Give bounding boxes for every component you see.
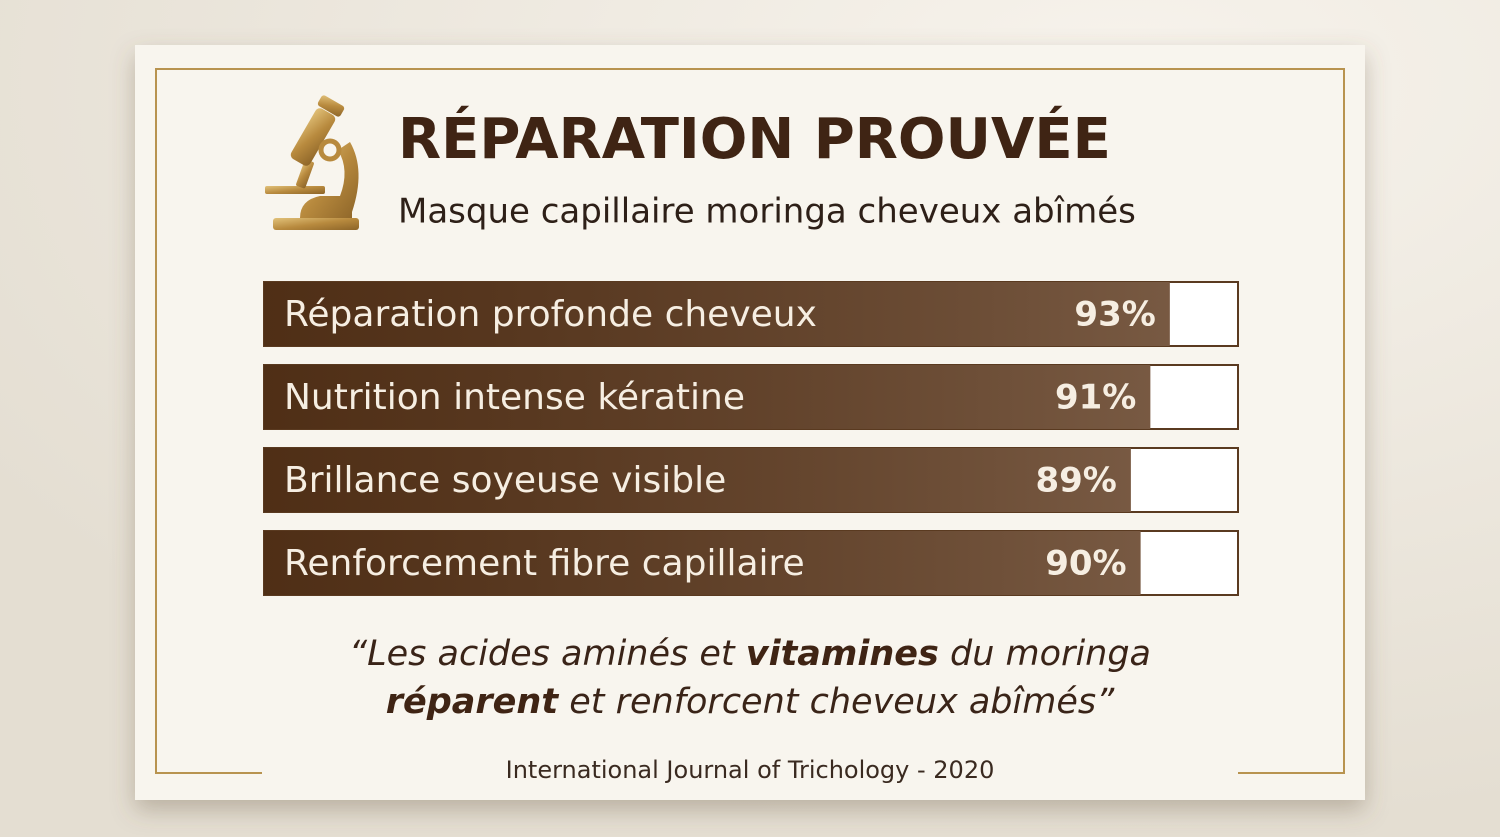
value-label: 90%: [1045, 544, 1126, 584]
bar-label: Renforcement fibre capillaire: [284, 543, 805, 584]
bar-sheen: [264, 448, 1131, 512]
bar-sheen: [264, 282, 1170, 346]
bar-label: Réparation profonde cheveux: [284, 294, 817, 335]
value-label: 93%: [1074, 295, 1155, 335]
quote-part: réparent: [386, 682, 560, 722]
quote: “Les acides aminés et vitamines du morin…: [349, 634, 1151, 722]
card-frame: [155, 68, 1345, 774]
value-label: 91%: [1055, 378, 1136, 418]
bar-sheen: [264, 531, 1141, 595]
quote-part: du moringa: [939, 634, 1151, 674]
title: RÉPARATION PROUVÉE: [398, 106, 1111, 172]
subtitle: Masque capillaire moringa cheveux abîmés: [398, 192, 1136, 232]
bar-label: Brillance soyeuse visible: [284, 460, 726, 501]
quote-part: “Les acides aminés et: [349, 634, 746, 674]
quote-part: et renforcent cheveux abîmés”: [558, 682, 1115, 722]
value-label: 89%: [1035, 461, 1116, 501]
microscope-icon: [265, 95, 359, 230]
bar-label: Nutrition intense kératine: [284, 377, 745, 418]
source: International Journal of Trichology - 20…: [506, 756, 995, 784]
bars: Réparation profonde cheveux 93% Nutrition …: [263, 281, 1239, 596]
quote-part: vitamines: [746, 634, 939, 674]
bar-sheen: [264, 365, 1151, 429]
